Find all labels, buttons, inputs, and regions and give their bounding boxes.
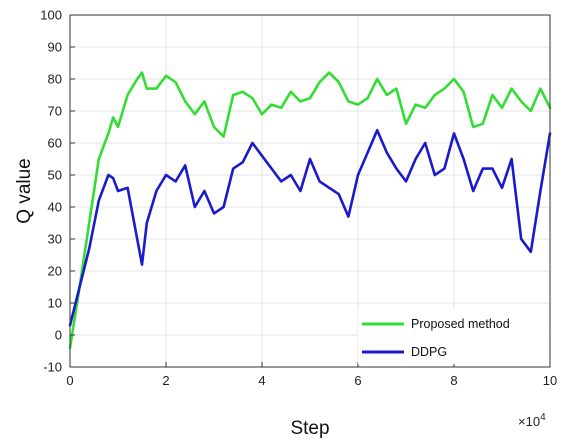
x-tick-label: 0	[66, 373, 73, 388]
y-axis-title: Q value	[14, 158, 35, 223]
x-axis-title: Step	[290, 418, 329, 439]
legend-label-proposed: Proposed method	[411, 317, 510, 331]
y-tick-label: 80	[48, 72, 62, 87]
plot-frame	[69, 14, 551, 368]
x-axis-exponent: ×104	[518, 412, 546, 429]
grid-lines	[70, 15, 550, 367]
y-tick-label: 20	[48, 264, 62, 279]
legend: Proposed method DDPG	[358, 308, 548, 364]
x-tick-label: 6	[354, 373, 361, 388]
legend-label-ddpg: DDPG	[411, 345, 447, 359]
y-tick-label: 0	[55, 328, 62, 343]
series-line-ddpg	[68, 128, 552, 327]
y-tick-label: -10	[43, 360, 62, 375]
series-line-proposed-method	[68, 71, 552, 350]
y-tick-label: 30	[48, 232, 62, 247]
axis-ticks: 0 2 4 6 8 10 -10 0 10 20 30 40 50 60 70 80 90 100	[40, 8, 557, 389]
y-tick-label: 60	[48, 136, 62, 151]
x-tick-label: 10	[543, 373, 557, 388]
y-tick-label: 40	[48, 200, 62, 215]
x-tick-label: 2	[162, 373, 169, 388]
series-lines	[68, 71, 552, 350]
y-tick-label: 50	[48, 168, 62, 183]
legend-box	[358, 308, 548, 364]
x-tick-label: 8	[450, 373, 457, 388]
x-tick-label: 4	[258, 373, 265, 388]
y-tick-label: 100	[40, 8, 62, 23]
y-tick-label: 90	[48, 40, 62, 55]
x-axis-exponent-power: 4	[540, 412, 546, 423]
y-tick-label: 10	[48, 296, 62, 311]
y-tick-label: 70	[48, 104, 62, 119]
x-axis-exponent-base: ×10	[518, 414, 540, 429]
